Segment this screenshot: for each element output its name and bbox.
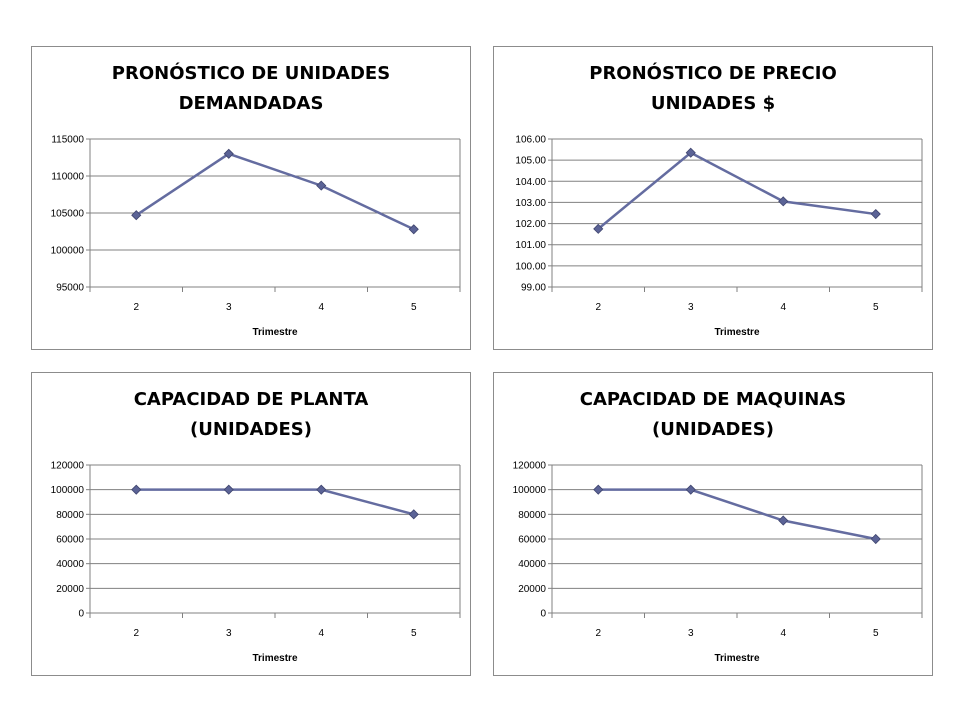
data-point [408,224,419,235]
chart-title-line: PRONÓSTICO DE PRECIO [589,62,837,84]
data-point [685,147,696,158]
x-tick-label: 2 [595,302,601,313]
x-tick-label: 5 [873,302,879,313]
chart-title-line: (UNIDADES) [190,419,312,440]
x-axis-label: Trimestre [252,653,297,664]
data-point [685,484,696,495]
x-axis-label: Trimestre [714,327,759,338]
y-tick-label: 95000 [56,283,84,294]
x-tick-label: 5 [873,628,879,639]
x-tick-label: 4 [318,628,324,639]
x-tick-label: 4 [318,302,324,313]
data-point [593,484,604,495]
y-tick-label: 104.00 [515,177,546,188]
x-tick-label: 4 [780,302,786,313]
y-tick-label: 100000 [51,485,85,496]
y-tick-label: 105000 [51,209,85,220]
data-point [593,223,604,234]
y-tick-label: 103.00 [515,198,546,209]
y-tick-label: 102.00 [515,219,546,230]
y-tick-label: 80000 [56,510,84,521]
x-tick-label: 3 [226,628,232,639]
y-tick-label: 20000 [56,584,84,595]
y-tick-label: 80000 [518,510,546,521]
chart-panel-unidades-demandadas: PRONÓSTICO DE UNIDADES DEMANDADAS 95000 100… [31,46,471,350]
x-tick-label: 5 [411,302,417,313]
y-tick-label: 40000 [518,559,546,570]
y-tick-label: 99.00 [521,283,546,294]
series-line [598,488,876,541]
x-tick-label: 3 [688,628,694,639]
data-point [778,196,789,207]
series-line [135,152,415,231]
y-tick-label: 105.00 [515,156,546,167]
x-axis-label: Trimestre [714,653,759,664]
y-tick-label: 40000 [56,559,84,570]
y-tick-label: 120000 [51,461,85,472]
x-tick-label: 5 [411,628,417,639]
y-tick-label: 110000 [51,172,84,183]
data-point [870,533,881,545]
chart-svg: CAPACIDAD DE PLANTA (UNIDADES) 0 20000 40000… [51,389,461,664]
x-tick-label: 2 [133,302,139,313]
y-tick-label: 100.00 [515,261,546,272]
y-tick-label: 60000 [56,535,84,546]
data-point [316,180,327,191]
chart-title-line: (UNIDADES) [652,419,774,440]
x-tick-label: 3 [688,302,694,313]
chart-panel-precio: PRONÓSTICO DE PRECIO UNIDADES $ 99.00 100.0… [493,46,933,350]
chart-panel-capacidad-planta: CAPACIDAD DE PLANTA (UNIDADES) 0 20000 40000… [31,372,471,676]
y-tick-label: 100000 [513,485,547,496]
chart-svg: PRONÓSTICO DE UNIDADES DEMANDADAS 95000 100… [51,62,461,338]
chart-title-line: DEMANDADAS [179,93,324,114]
chart-title-line: CAPACIDAD DE PLANTA [134,389,369,410]
x-tick-label: 4 [780,628,786,639]
data-point [223,484,234,495]
data-point [131,484,142,495]
x-tick-label: 2 [133,628,139,639]
x-tick-label: 2 [595,628,601,639]
y-tick-label: 101.00 [515,240,546,251]
data-point [223,148,234,159]
y-tick-label: 0 [78,609,84,620]
data-point [408,509,419,520]
chart-title-line: PRONÓSTICO DE UNIDADES [112,62,390,84]
chart-svg: CAPACIDAD DE MAQUINAS (UNIDADES) 0 20000 400… [513,389,923,664]
series-line [597,151,876,230]
x-tick-label: 3 [226,302,232,313]
data-point [316,484,327,495]
y-tick-label: 20000 [518,584,546,595]
x-axis-label: Trimestre [252,327,297,338]
y-tick-label: 120000 [513,461,547,472]
y-tick-label: 100000 [51,246,85,257]
chart-title-line: UNIDADES $ [651,93,775,114]
chart-panel-capacidad-maquinas: CAPACIDAD DE MAQUINAS (UNIDADES) 0 20000 400… [493,372,933,676]
data-point [131,210,142,221]
y-tick-label: 115000 [51,135,84,146]
chart-svg: PRONÓSTICO DE PRECIO UNIDADES $ 99.00 100.0… [515,62,923,338]
chart-title-line: CAPACIDAD DE MAQUINAS [580,389,847,410]
y-tick-label: 0 [540,609,546,620]
y-tick-label: 106.00 [515,135,546,146]
y-tick-label: 60000 [518,535,546,546]
data-point [870,208,881,220]
data-point [778,515,789,526]
series-line [136,488,415,516]
